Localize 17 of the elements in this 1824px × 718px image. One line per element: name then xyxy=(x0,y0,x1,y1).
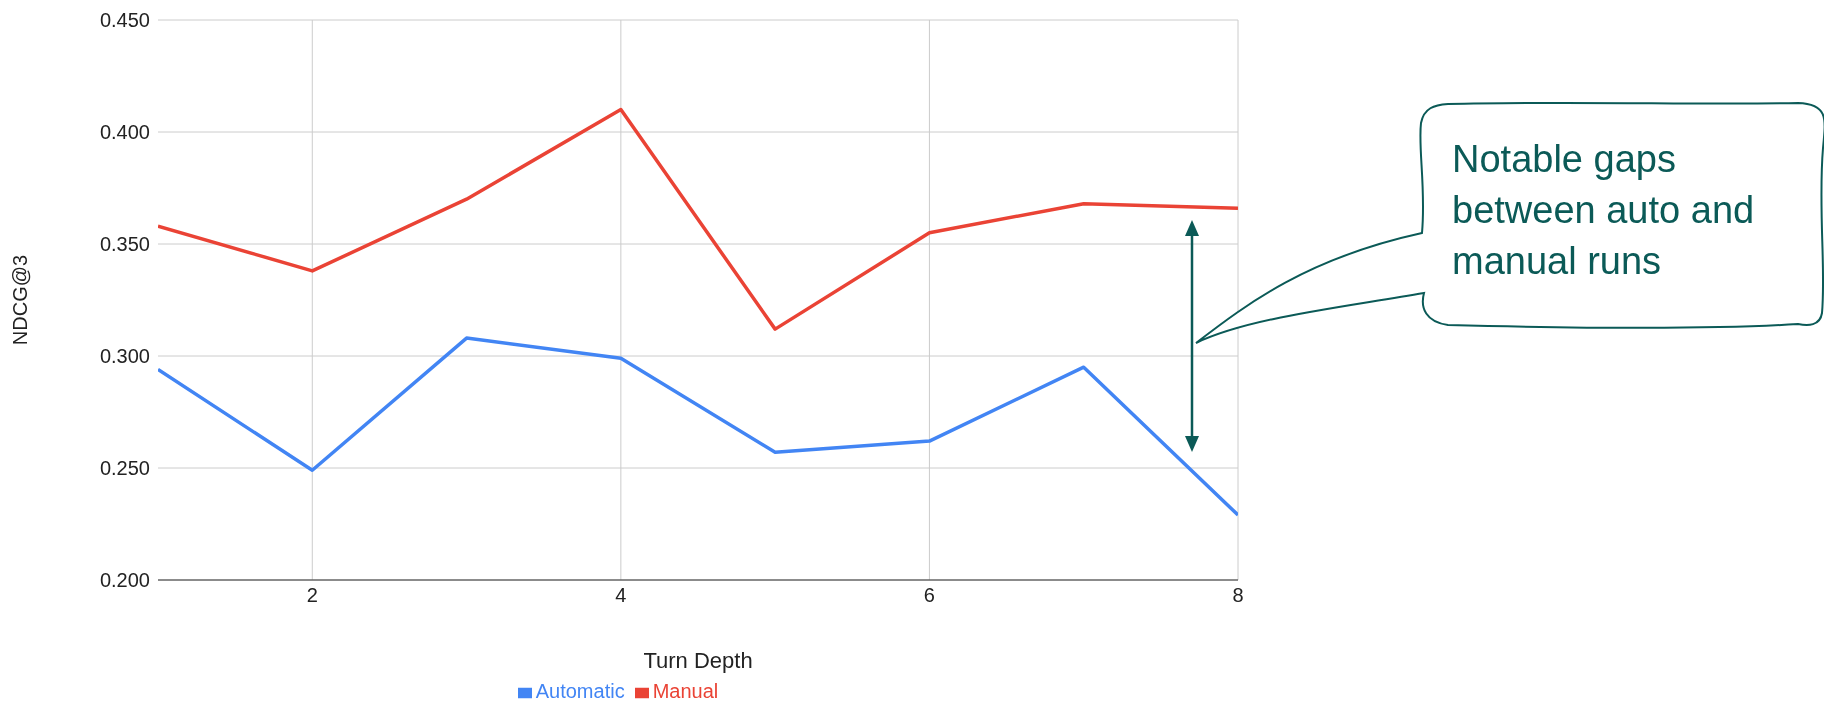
x-axis-title: Turn Depth xyxy=(643,648,753,673)
y-tick-label: 0.300 xyxy=(99,345,150,368)
legend-label: Manual xyxy=(652,680,719,702)
x-tick-label: 4 xyxy=(615,584,627,607)
y-tick-label: 0.400 xyxy=(99,121,150,144)
y-tick-label: 0.450 xyxy=(99,9,150,32)
y-tick-label: 0.250 xyxy=(99,457,150,480)
line-series xyxy=(158,107,1238,331)
x-tick-label: 6 xyxy=(923,584,935,607)
x-tick-label: 8 xyxy=(1232,584,1244,607)
line-series xyxy=(158,336,1238,517)
text: Notable gaps between auto and manual runs xyxy=(1452,137,1756,284)
y-tick-label: 0.200 xyxy=(99,569,150,592)
y-tick-label: 0.350 xyxy=(99,233,150,256)
legend-label: Automatic xyxy=(535,680,625,702)
x-tick-label: 2 xyxy=(306,584,318,607)
y-axis-title: NDCG@3 xyxy=(9,254,32,346)
